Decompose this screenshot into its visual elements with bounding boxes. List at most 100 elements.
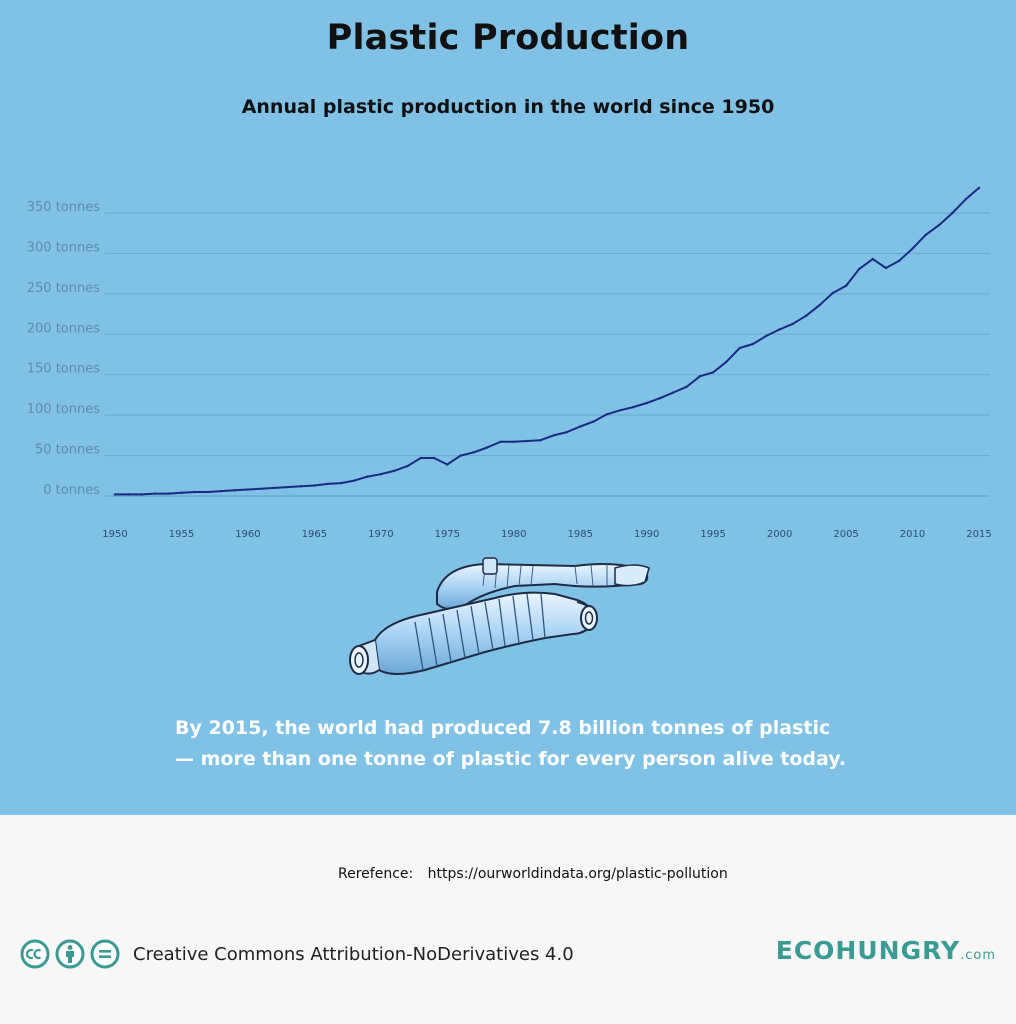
data-point xyxy=(193,490,196,494)
data-point xyxy=(353,479,356,482)
x-tick-label: 1985 xyxy=(568,529,593,540)
y-tick-label: 200 tonnes xyxy=(27,321,100,336)
data-point xyxy=(366,475,369,478)
x-tick-label: 1995 xyxy=(700,529,725,540)
data-point xyxy=(206,490,210,494)
data-point xyxy=(233,489,236,492)
line-chart: 0 tonnes 50 tonnes 100 tonnes 150 tonnes 200… xyxy=(27,186,992,540)
y-tick-label: 100 tonnes xyxy=(27,402,100,417)
data-point xyxy=(392,469,396,473)
x-tick-label: 1950 xyxy=(102,529,127,540)
y-axis-ticks: 0 tonnes 50 tonnes 100 tonnes 150 tonnes 200… xyxy=(27,200,100,498)
data-point xyxy=(884,266,888,270)
x-tick-label: 1970 xyxy=(368,529,393,540)
x-tick-label: 1955 xyxy=(169,529,194,540)
y-tick-label: 50 tonnes xyxy=(35,443,100,458)
license-text: Creative Commons Attribution-NoDerivativ… xyxy=(133,943,574,965)
data-point xyxy=(446,463,449,466)
data-point xyxy=(964,198,967,201)
data-point xyxy=(273,486,276,490)
data-point xyxy=(672,391,675,394)
data-point xyxy=(977,186,981,190)
data-point xyxy=(751,342,755,346)
data-point xyxy=(725,360,728,363)
y-tick-label: 0 tonnes xyxy=(43,483,100,498)
reference-link[interactable]: https://ourworldindata.org/plastic-pollu… xyxy=(427,866,728,882)
y-tick-label: 300 tonnes xyxy=(27,240,100,255)
data-point xyxy=(911,247,914,250)
brand-suffix: .com xyxy=(960,948,996,963)
crumpled-bottle-back xyxy=(436,557,650,610)
y-tick-label: 250 tonnes xyxy=(27,281,100,296)
page-title: Plastic Production xyxy=(326,18,690,58)
data-point xyxy=(379,473,382,476)
data-point xyxy=(153,492,157,495)
data-point xyxy=(486,446,489,449)
reference: Rerefence: https://ourworldindata.org/pl… xyxy=(338,866,728,882)
data-point xyxy=(712,371,715,374)
x-tick-label: 1975 xyxy=(435,529,460,540)
data-point xyxy=(339,481,343,485)
data-point xyxy=(313,484,316,487)
data-point xyxy=(685,385,688,388)
data-point xyxy=(658,397,662,400)
data-point xyxy=(898,259,901,262)
data-point xyxy=(472,451,476,454)
data-point xyxy=(632,405,635,409)
x-axis-ticks: 1950 1955 1960 1965 1970 1975 1980 1985 1990 1995… xyxy=(102,529,991,540)
data-point xyxy=(778,328,781,331)
data-point xyxy=(220,489,223,493)
infographic-panel xyxy=(0,0,1016,815)
data-point xyxy=(326,482,329,486)
data-point xyxy=(459,454,462,457)
license: Creative Commons Attribution-NoDerivativ… xyxy=(20,937,574,971)
data-point xyxy=(406,464,409,468)
x-tick-label: 1960 xyxy=(235,529,260,540)
data-point xyxy=(858,267,861,270)
data-point xyxy=(539,439,542,442)
data-point xyxy=(419,456,422,460)
data-point xyxy=(765,334,768,338)
x-tick-label: 1965 xyxy=(302,529,327,540)
data-point xyxy=(871,257,874,261)
brand-name: ECOHUNGRY xyxy=(775,936,961,965)
data-point xyxy=(592,420,595,423)
data-point xyxy=(618,409,622,412)
data-point xyxy=(805,314,808,317)
data-point xyxy=(937,223,941,227)
caption-line-2: — more than one tonne of plastic for eve… xyxy=(175,748,847,770)
series-line xyxy=(114,186,980,496)
plastic-bottles-illustration xyxy=(349,557,650,675)
by-person-icon xyxy=(55,939,85,969)
caption-line-1: By 2015, the world had produced 7.8 bill… xyxy=(175,717,831,739)
data-point xyxy=(791,322,795,325)
data-point xyxy=(924,233,927,236)
x-tick-label: 1990 xyxy=(634,529,659,540)
data-point xyxy=(260,487,263,490)
data-point xyxy=(299,485,303,488)
data-point xyxy=(565,430,569,434)
data-point xyxy=(844,284,848,287)
x-tick-label: 2005 xyxy=(833,529,858,540)
chart-subtitle: Annual plastic production in the world s… xyxy=(241,96,775,118)
chart-gridlines xyxy=(105,212,990,497)
x-tick-label: 1980 xyxy=(501,529,526,540)
data-point xyxy=(579,425,582,428)
data-point xyxy=(499,440,502,443)
data-point xyxy=(512,440,515,443)
data-point xyxy=(286,485,289,489)
data-point xyxy=(738,346,741,350)
caption: By 2015, the world had produced 7.8 bill… xyxy=(175,713,895,775)
data-point xyxy=(140,493,143,496)
data-point xyxy=(246,488,250,491)
brand-logo[interactable]: ECOHUNGRY.com xyxy=(776,936,996,965)
x-tick-label: 2010 xyxy=(900,529,925,540)
data-point xyxy=(831,291,834,295)
data-point xyxy=(552,434,555,437)
data-point xyxy=(525,439,529,443)
data-point xyxy=(113,493,117,496)
x-tick-label: 2000 xyxy=(767,529,792,540)
data-point xyxy=(432,456,436,460)
data-point xyxy=(698,375,702,378)
nd-equals-icon xyxy=(90,939,120,969)
